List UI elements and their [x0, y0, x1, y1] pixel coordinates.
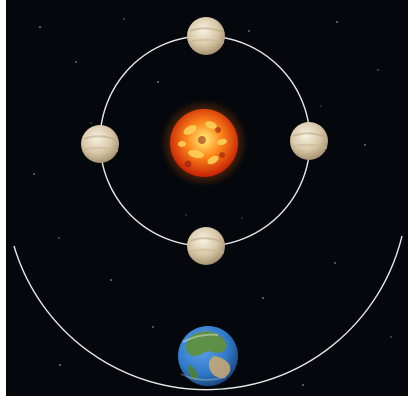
- earth-orbit: [13, 235, 403, 391]
- diagram-canvas: [13, 17, 403, 391]
- venus-icon-top: [187, 17, 225, 55]
- venus-icon-left: [81, 125, 119, 163]
- venus-icon-bottom: [187, 227, 225, 265]
- venus-icon-right: [290, 122, 328, 160]
- starfield: [33, 18, 392, 386]
- earth-icon: [178, 326, 238, 386]
- solar-system-diagram: [6, 0, 408, 396]
- sun-icon: [160, 99, 248, 187]
